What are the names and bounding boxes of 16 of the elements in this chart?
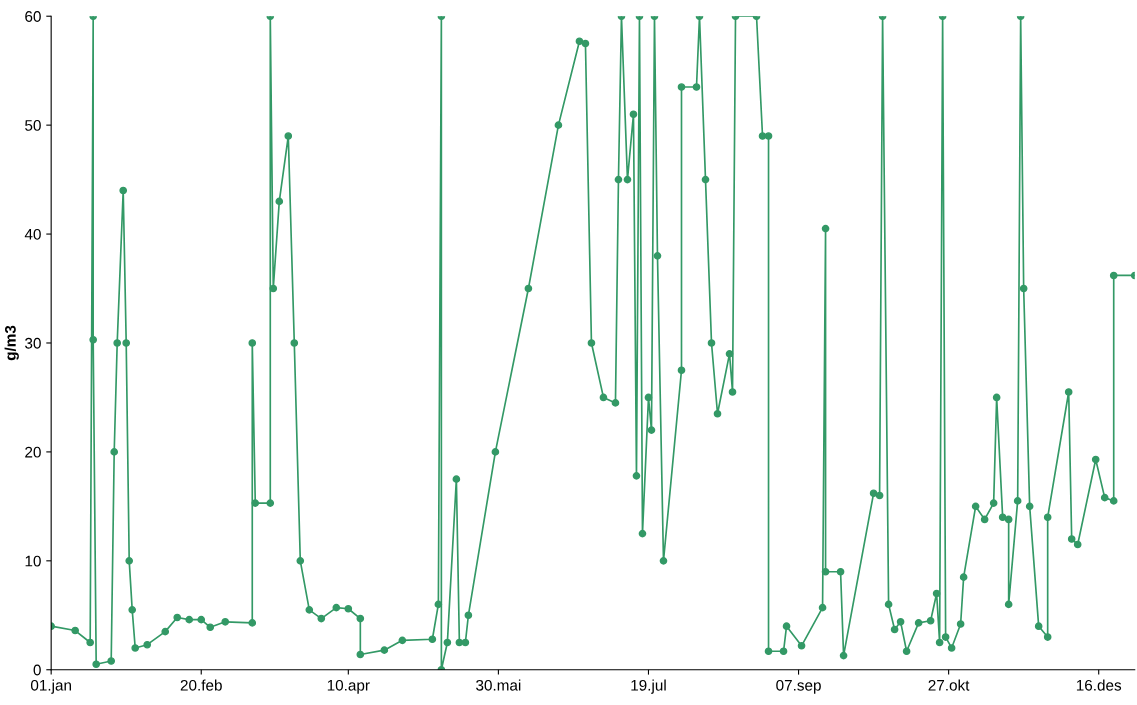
y-tick-label: 40	[24, 228, 41, 240]
x-tick-label: 10.apr	[327, 679, 370, 694]
y-tick-label: 30	[25, 337, 41, 349]
y-axis-title: g/m3	[4, 325, 19, 361]
x-tick-label: 30.mai	[476, 679, 521, 691]
y-tick-label: 60	[25, 11, 41, 22]
x-tick-label: 01.jan	[30, 679, 71, 694]
y-tick-label: 10	[25, 555, 41, 567]
x-tick-label: 27.okt	[928, 679, 970, 691]
y-tick-label: 20	[25, 446, 41, 458]
x-tick-label: 19.jul	[631, 679, 666, 694]
x-tick-label: 20.feb	[180, 679, 222, 691]
y-tick-label: 50	[25, 120, 41, 131]
x-tick-label: 07.sep	[776, 679, 821, 694]
x-tick-label: 16.des	[1076, 679, 1122, 691]
y-tick-label: 0	[33, 664, 41, 676]
